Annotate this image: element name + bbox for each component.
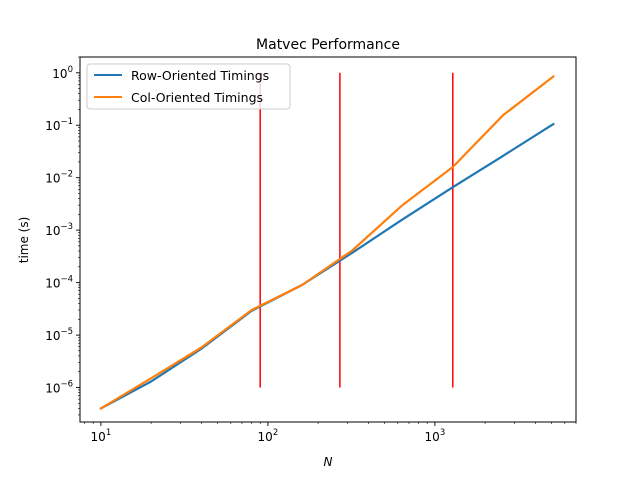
x-tick-label: 102 (258, 428, 279, 444)
x-axis-label: N (324, 455, 333, 469)
y-axis-label: time (s) (17, 217, 31, 264)
plot-area (99, 72, 555, 410)
y-tick-label: 10−6 (45, 380, 73, 396)
chart-title: Matvec Performance (256, 37, 400, 53)
legend-label-col: Col-Oriented Timings (131, 90, 263, 105)
y-axis-ticks: 10−6 10−5 10−4 10−3 10−2 10−1 100 (45, 56, 80, 416)
y-tick-label: 10−3 (45, 222, 73, 238)
y-tick-label: 10−2 (45, 170, 73, 186)
y-tick-label: 10−4 (45, 275, 73, 291)
y-tick-label: 10−5 (45, 327, 73, 343)
y-tick-label: 10−1 (45, 117, 73, 133)
x-tick-label: 103 (425, 428, 446, 444)
legend-label-row: Row-Oriented Timings (131, 68, 269, 83)
x-axis-ticks: 101 102 103 (84, 422, 577, 444)
x-tick-label: 101 (91, 428, 112, 444)
legend-box (86, 63, 291, 110)
y-tick-label: 100 (52, 65, 73, 81)
legend: Row-Oriented Timings Col-Oriented Timing… (86, 63, 291, 110)
axes-frame (79, 56, 577, 423)
series-line-col (99, 74, 555, 410)
